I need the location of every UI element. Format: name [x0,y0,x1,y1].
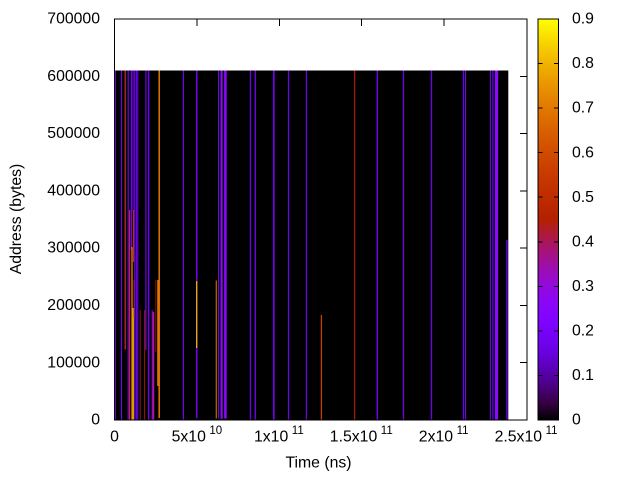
svg-text:2x10: 2x10 [419,429,453,446]
svg-text:0.5: 0.5 [572,189,594,206]
svg-text:400000: 400000 [47,183,100,200]
svg-text:100000: 100000 [47,354,100,371]
svg-text:0.3: 0.3 [572,278,594,295]
svg-text:5x10: 5x10 [172,429,206,446]
svg-text:2.5x10: 2.5x10 [495,429,543,446]
svg-text:0.2: 0.2 [572,323,594,340]
svg-text:Address (bytes): Address (bytes) [8,164,25,275]
svg-text:600000: 600000 [47,68,100,85]
svg-text:11: 11 [457,425,469,437]
svg-text:0.1: 0.1 [572,367,594,384]
svg-text:0: 0 [572,412,581,429]
svg-text:0: 0 [91,412,100,429]
svg-text:11: 11 [546,425,558,437]
svg-text:1.5x10: 1.5x10 [330,429,378,446]
svg-text:Time (ns): Time (ns) [285,455,351,472]
svg-text:0.9: 0.9 [572,11,594,28]
svg-text:500000: 500000 [47,125,100,142]
svg-text:11: 11 [292,425,304,437]
svg-text:1x10: 1x10 [254,429,288,446]
svg-text:700000: 700000 [47,11,100,28]
svg-text:0.4: 0.4 [572,233,594,250]
svg-text:0.8: 0.8 [572,55,594,72]
svg-text:200000: 200000 [47,297,100,314]
svg-text:0.7: 0.7 [572,100,594,117]
svg-text:11: 11 [381,425,393,437]
svg-text:0: 0 [110,429,119,446]
svg-text:10: 10 [209,425,222,437]
svg-text:300000: 300000 [47,240,100,257]
svg-text:0.6: 0.6 [572,144,594,161]
